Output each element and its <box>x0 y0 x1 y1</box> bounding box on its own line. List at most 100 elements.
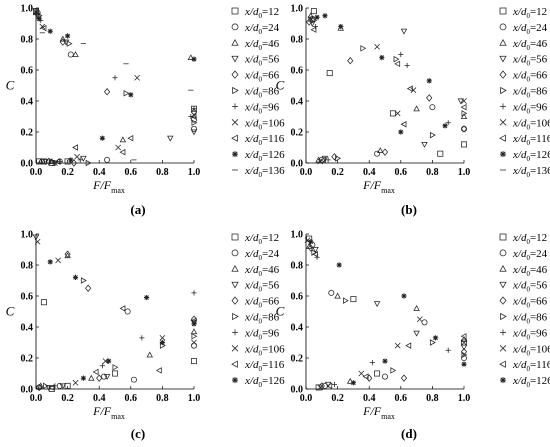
y-tick-label: 1.0 <box>291 230 304 241</box>
data-point-triangle-right <box>191 333 198 340</box>
legend-label: x/d0=136 <box>512 165 550 179</box>
y-tick-label: 0.8 <box>291 261 304 272</box>
data-point-triangle-down <box>103 374 111 380</box>
data-point-plus <box>191 290 197 296</box>
legend-marker-diamond <box>499 296 507 305</box>
y-tick-label: 0.8 <box>291 35 304 46</box>
data-point-triangle-up <box>307 12 314 19</box>
data-point-cross <box>34 238 41 245</box>
data-point-triangle-right <box>429 131 436 139</box>
legend-label: x/d0=116 <box>244 133 285 147</box>
data-point-triangle-right <box>80 277 87 284</box>
data-point-triangle-down <box>457 98 465 105</box>
legend-label: x/d0=12 <box>512 232 547 246</box>
data-point-circle <box>124 308 131 315</box>
data-point-square <box>315 384 322 391</box>
data-point-triangle-down <box>80 155 87 162</box>
data-point-triangle-up <box>190 328 198 335</box>
legend-label: x/d0=86 <box>512 86 548 100</box>
data-point-asterisk <box>461 361 467 367</box>
data-point-triangle-right <box>335 155 341 162</box>
data-point-square <box>64 382 71 389</box>
data-point-cross <box>358 370 365 377</box>
data-point-cross <box>307 15 314 22</box>
legend-marker-asterisk <box>500 377 506 384</box>
data-point-plus <box>325 157 331 163</box>
data-point-triangle-right <box>461 110 468 117</box>
data-point-triangle-left <box>40 24 47 32</box>
legend-label: x/d0=116 <box>512 133 550 147</box>
data-point-cross <box>461 98 467 104</box>
legend-marker-diamond <box>499 70 507 79</box>
data-point-cross <box>159 334 166 341</box>
x-tick-label: 0.2 <box>61 167 74 178</box>
x-tick-label: 0.4 <box>93 393 106 404</box>
y-tick-label: 0.2 <box>291 354 304 365</box>
data-point-square <box>350 296 357 303</box>
y-tick-label: 0.4 <box>21 97 34 108</box>
x-tick-label: 0.6 <box>125 393 138 404</box>
data-point-circle <box>421 319 428 326</box>
legend-label: x/d0=96 <box>244 101 280 115</box>
data-point-triangle-down <box>42 158 49 165</box>
data-point-triangle-up <box>413 105 420 112</box>
x-tick-label: 0.4 <box>363 167 376 178</box>
legend-label: x/d0=126 <box>512 149 550 163</box>
x-tick-label: 0.6 <box>125 167 138 178</box>
data-point-asterisk <box>36 16 42 22</box>
x-tick-label: 1.0 <box>188 393 201 404</box>
legend-label: x/d0=96 <box>512 327 548 341</box>
y-tick-label: 0.2 <box>291 128 304 139</box>
data-point-plus <box>52 383 58 389</box>
legend-label: x/d0=24 <box>244 22 280 36</box>
x-axis-label: F/Fmax <box>362 404 395 421</box>
data-point-triangle-up <box>37 158 44 164</box>
y-tick-label: 0.2 <box>21 354 34 365</box>
y-axis-label: C <box>276 78 285 93</box>
data-point-triangle-left <box>155 367 162 374</box>
data-point-triangle-up <box>88 374 95 381</box>
data-point-cross <box>115 144 122 151</box>
y-tick-label: 0.6 <box>21 292 34 303</box>
x-tick-label: 0.0 <box>30 393 43 404</box>
data-point-triangle-down <box>309 21 316 27</box>
data-point-plus <box>331 381 338 387</box>
legend-label: x/d0=46 <box>512 38 548 52</box>
legend-label: x/d0=126 <box>244 375 285 389</box>
data-point-circle <box>191 125 197 132</box>
data-point-diamond <box>460 348 468 356</box>
legend-marker-triangle-down <box>499 281 507 289</box>
data-point-triangle-left <box>362 373 369 380</box>
data-point-cross <box>394 342 401 349</box>
data-point-diamond <box>400 374 408 382</box>
data-point-asterisk <box>47 28 53 34</box>
data-point-asterisk <box>99 135 105 141</box>
y-tick-label: 0.6 <box>291 66 304 77</box>
legend-marker-triangle-up <box>499 39 507 46</box>
x-tick-label: 1.0 <box>458 167 471 178</box>
data-point-asterisk <box>308 239 314 245</box>
data-point-triangle-up <box>377 147 384 154</box>
legend-marker-triangle-right <box>500 312 507 321</box>
x-tick-label: 0.8 <box>156 167 169 178</box>
x-tick-label: 0.8 <box>426 393 439 404</box>
data-point-square <box>64 158 71 165</box>
data-point-cross <box>74 153 80 160</box>
data-point-triangle-up <box>32 9 40 16</box>
data-point-circle <box>191 342 197 349</box>
data-point-triangle-left <box>320 156 326 164</box>
legend-label: x/d0=12 <box>244 232 279 246</box>
data-point-triangle-right <box>429 339 436 346</box>
legend-marker-plus <box>232 329 238 336</box>
data-point-cross <box>39 23 46 30</box>
x-tick-label: 0.2 <box>331 167 344 178</box>
legend-marker-circle <box>231 249 239 257</box>
x-tick-label: 0.8 <box>156 393 169 404</box>
y-tick-label: 0.4 <box>21 323 34 334</box>
data-point-triangle-left <box>119 148 126 156</box>
data-point-asterisk <box>426 78 432 84</box>
y-tick-label: 0.6 <box>291 292 304 303</box>
x-tick-label: 1.0 <box>188 167 201 178</box>
data-point-triangle-down <box>373 301 381 308</box>
legend-marker-square <box>231 233 239 241</box>
